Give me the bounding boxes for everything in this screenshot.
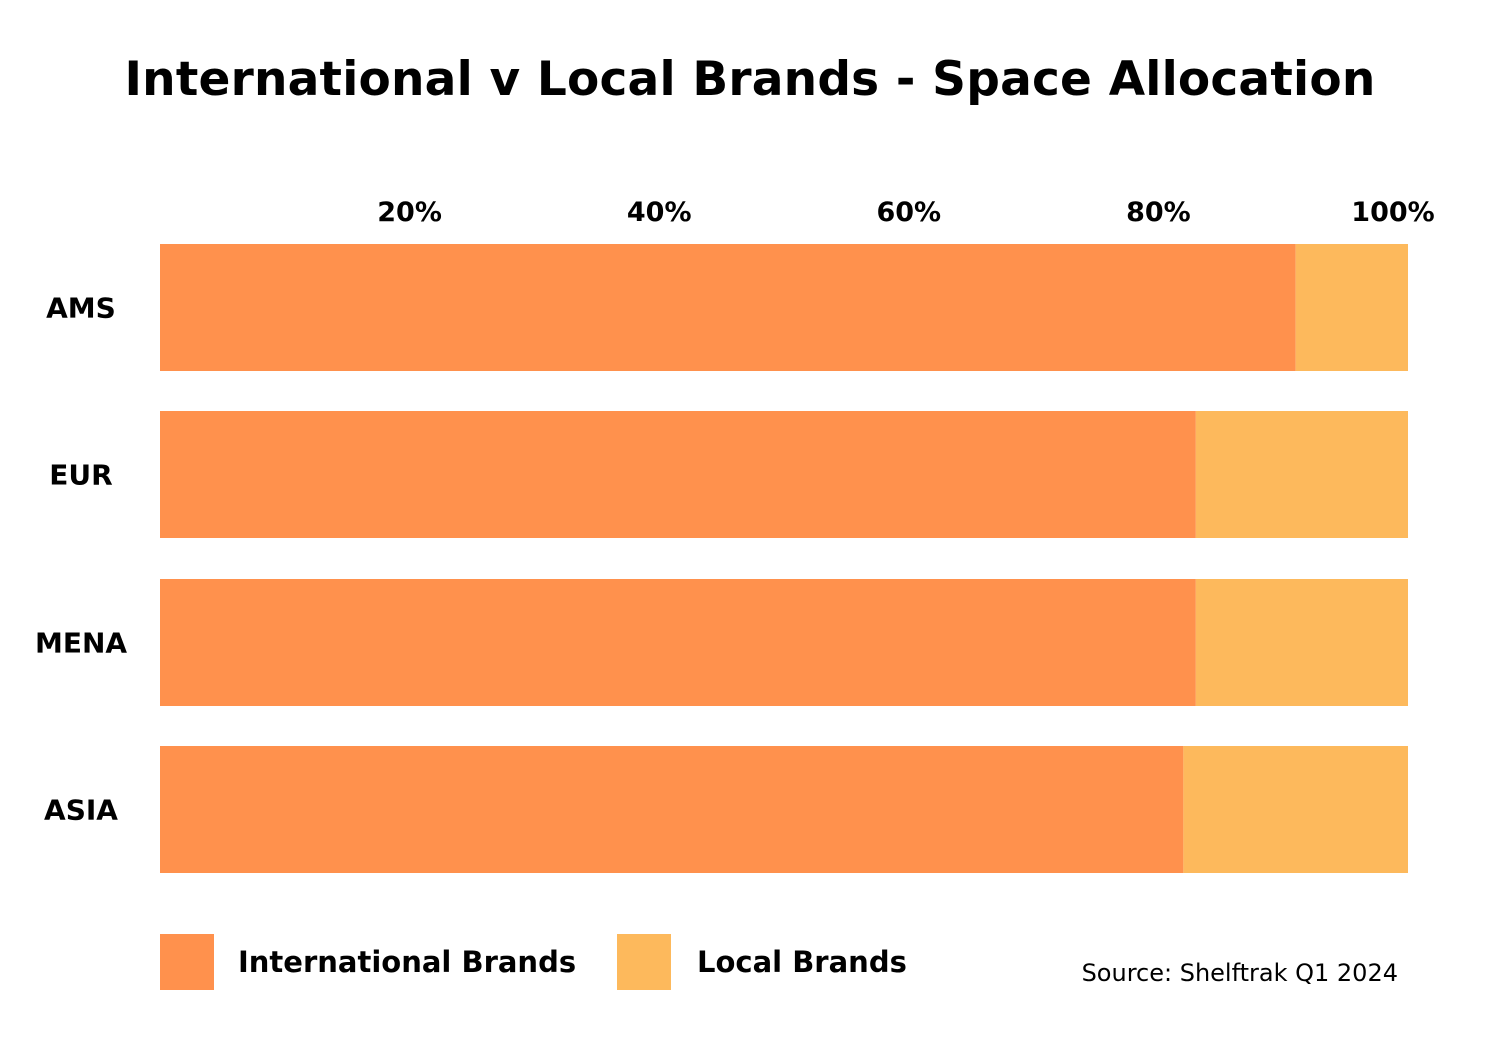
x-tick-label: 20% [377,197,442,228]
x-tick-label: 80% [1126,197,1191,228]
x-tick-label: 40% [627,197,692,228]
category-label: MENA [35,627,127,660]
legend-swatch [617,934,671,990]
category-label: AMS [46,292,116,325]
x-tick-label: 100% [1351,197,1434,228]
category-label: EUR [49,459,112,492]
bar-segment-international-eur [160,411,1196,538]
bars [160,244,1408,873]
bar-segment-local-asia [1183,746,1408,873]
category-label: ASIA [44,794,118,827]
legend-label: Local Brands [697,945,907,979]
bar-segment-international-mena [160,579,1196,706]
bar-segment-international-ams [160,244,1296,371]
x-axis-ticks: 20% 40% 60% 80% 100% [377,197,1434,228]
source-note: Source: Shelftrak Q1 2024 [1082,959,1398,987]
bar-segment-local-ams [1295,244,1408,371]
legend-swatch [160,934,214,990]
legend-label: International Brands [238,945,576,979]
chart-title: International v Local Brands - Space All… [124,52,1376,107]
bar-segment-local-eur [1195,411,1408,538]
category-labels: AMS EUR MENA ASIA [35,292,127,827]
bar-segment-local-mena [1195,579,1408,706]
x-tick-label: 60% [876,197,941,228]
legend: International Brands Local Brands [160,934,907,990]
bar-segment-international-asia [160,746,1184,873]
